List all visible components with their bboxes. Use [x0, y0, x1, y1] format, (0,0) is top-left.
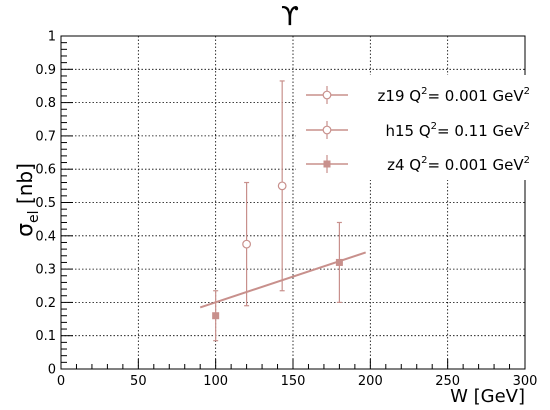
y-axis-label-unit: [nb]	[13, 163, 37, 210]
chart-title: ϒ	[281, 2, 299, 32]
y-tick-label: 0	[48, 363, 56, 378]
y-tick-label: 0.1	[35, 329, 56, 344]
y-tick-label: 0.4	[35, 229, 56, 244]
legend-superscript: 2	[421, 155, 427, 166]
y-tick-label: 1	[48, 30, 56, 45]
legend-text: h15 Q	[385, 122, 430, 140]
legend-text: = 0.11 GeV	[437, 122, 524, 140]
y-axis-label: σel [nb]	[13, 163, 42, 237]
legend-marker	[323, 160, 331, 168]
y-axis-label-sub: el	[26, 210, 42, 223]
y-tick-label: 0.3	[35, 263, 56, 278]
legend-superscript: 2	[421, 86, 427, 97]
grid	[61, 36, 525, 369]
legend-superscript: 2	[431, 121, 437, 132]
axes: 0 50 100 150 200 250 300 0 0.1 0.2 0.3 0.4 0.5 0.6 0.7…	[35, 30, 537, 390]
x-tick-label: 150	[281, 374, 306, 389]
y-tick-label: 0.8	[35, 96, 56, 111]
legend-text: z19 Q	[378, 87, 422, 105]
points-layer	[212, 80, 343, 342]
legend-text: = 0.001 GeV	[427, 87, 524, 105]
y-axis-label-main: σ	[13, 223, 38, 237]
legend-label: z4 Q2= 0.001 GeV2	[387, 155, 530, 174]
x-tick-label: 50	[130, 374, 147, 389]
data-point	[212, 312, 220, 320]
legend-marker	[322, 125, 332, 135]
data-point	[277, 181, 287, 191]
x-tick-label: 300	[513, 374, 538, 389]
x-axis-label: W [GeV]	[450, 386, 525, 407]
legend-label: h15 Q2= 0.11 GeV2	[385, 121, 530, 140]
x-tick-label: 250	[435, 374, 460, 389]
y-tick-label: 0.6	[35, 163, 56, 178]
y-tick-label: 0.7	[35, 129, 56, 144]
legend-label: z19 Q2= 0.001 GeV2	[378, 86, 530, 105]
legend-text: = 0.001 GeV	[427, 156, 524, 174]
y-tick-label: 0.2	[35, 296, 56, 311]
x-tick-label: 200	[358, 374, 383, 389]
legend-text: z4 Q	[387, 156, 421, 174]
data-point	[335, 258, 343, 266]
y-tick-label: 0.5	[35, 196, 56, 211]
legend-superscript: 2	[524, 155, 530, 166]
legend-superscript: 2	[524, 86, 530, 97]
legend-box	[296, 75, 532, 180]
y-tick-label: 0.9	[35, 63, 56, 78]
data-point	[242, 239, 252, 249]
legend-marker	[322, 90, 332, 100]
x-tick-label: 0	[57, 374, 65, 389]
legend-superscript: 2	[524, 121, 530, 132]
x-tick-label: 100	[203, 374, 228, 389]
